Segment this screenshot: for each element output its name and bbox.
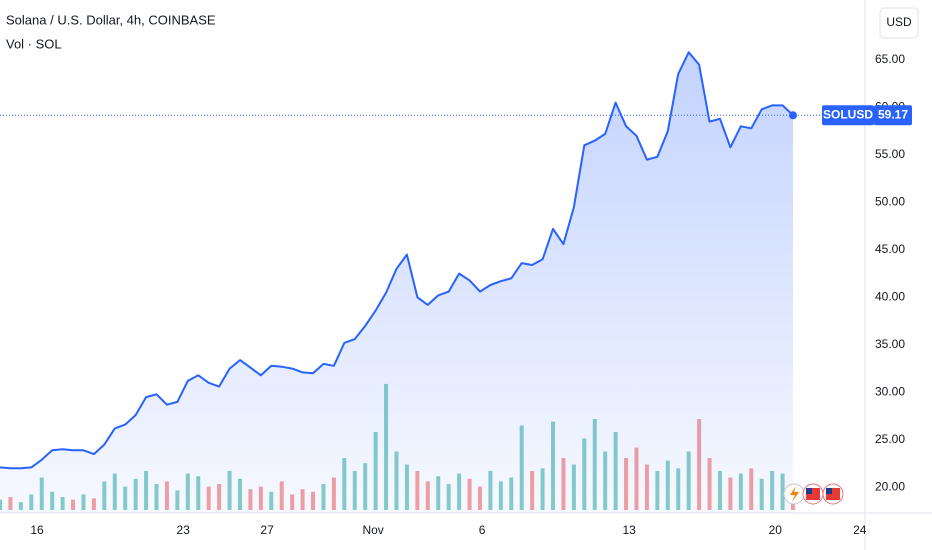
y-tick-label: 45.00 bbox=[875, 242, 905, 256]
last-price-dot bbox=[789, 111, 798, 120]
flag-canton bbox=[806, 488, 812, 494]
event-icons bbox=[783, 483, 844, 505]
volume-legend: Vol · SOL bbox=[6, 36, 62, 51]
lightning bbox=[790, 486, 799, 502]
flag-canton bbox=[826, 488, 832, 494]
x-tick-label: 27 bbox=[260, 523, 274, 537]
y-tick-label: 35.00 bbox=[875, 337, 905, 351]
currency[interactable]: USD bbox=[886, 15, 912, 29]
y-tick-label: 40.00 bbox=[875, 290, 905, 304]
y-tick-label: 55.00 bbox=[875, 147, 905, 161]
y-tick-label: 30.00 bbox=[875, 385, 905, 399]
y-tick-label: 25.00 bbox=[875, 432, 905, 446]
price-line bbox=[0, 51, 794, 470]
x-tick-label: 16 bbox=[30, 523, 44, 537]
currency-button[interactable] bbox=[879, 7, 919, 39]
x-tick-label: 6 bbox=[479, 523, 486, 537]
y-tick-label: 65.00 bbox=[875, 52, 905, 66]
y-tick-label: 50.00 bbox=[875, 195, 905, 209]
y-tick-label: 20.00 bbox=[875, 480, 905, 494]
symbol-tag bbox=[822, 105, 874, 126]
plot bbox=[0, 51, 865, 514]
symbol-name: SOLUSD bbox=[823, 107, 873, 121]
last-price-tag bbox=[874, 105, 912, 126]
last-price-label: 59.17 bbox=[878, 107, 908, 121]
x-tick-label: 20 bbox=[769, 523, 783, 537]
x-tick-label: 23 bbox=[176, 523, 190, 537]
x-tick-label: Nov bbox=[362, 523, 383, 537]
x-tick-label: 13 bbox=[623, 523, 637, 537]
x-tick-label: 24 bbox=[853, 523, 867, 537]
area bbox=[0, 52, 794, 514]
chart-title: Solana / U.S. Dollar, 4h, COINBASE bbox=[6, 12, 216, 27]
